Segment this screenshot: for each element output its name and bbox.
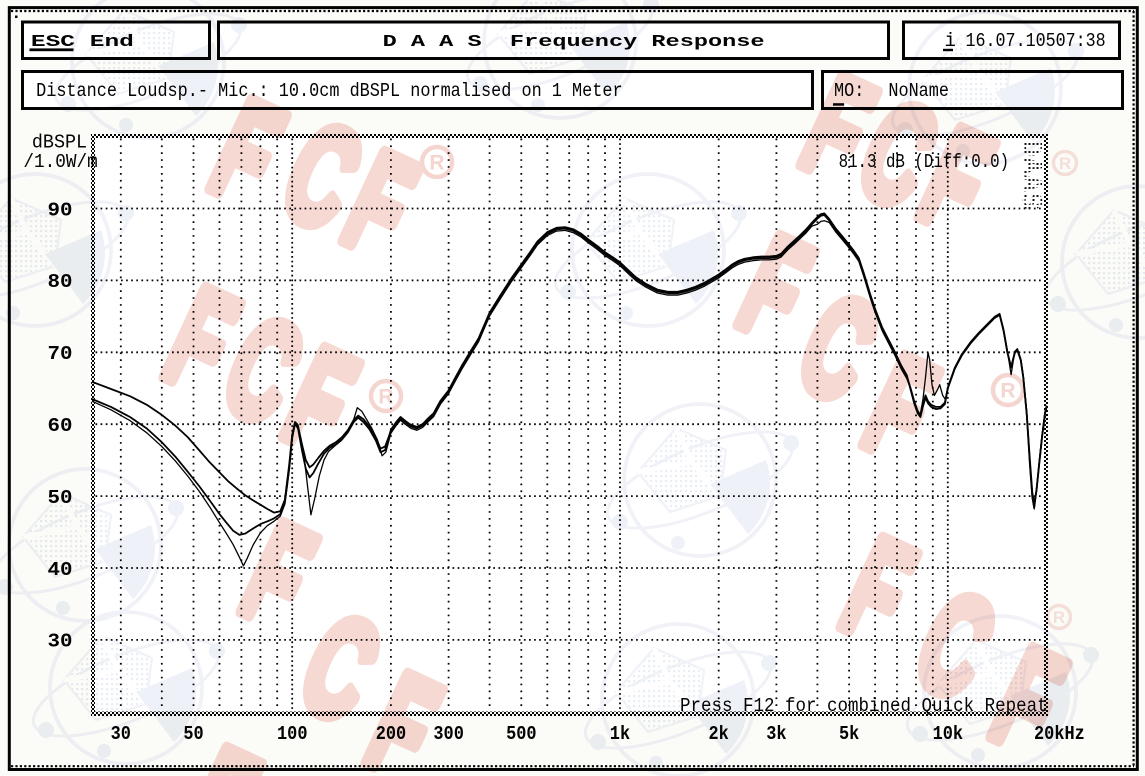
svg-text:/1.0W/m: /1.0W/m — [23, 151, 97, 173]
svg-text:dBSPL: dBSPL — [32, 132, 87, 154]
svg-text:70: 70 — [48, 343, 73, 365]
svg-text:300: 300 — [433, 723, 464, 745]
svg-text:30: 30 — [48, 631, 73, 653]
svg-text:3k: 3k — [766, 723, 786, 745]
svg-text:i: i — [945, 30, 956, 52]
svg-text:5k: 5k — [839, 723, 859, 745]
svg-text:30: 30 — [111, 723, 131, 745]
svg-text:200: 200 — [376, 723, 407, 745]
svg-text:MO:: MO: — [834, 80, 864, 102]
svg-text:500: 500 — [506, 723, 536, 745]
svg-text:60: 60 — [48, 415, 73, 437]
svg-text:100: 100 — [277, 723, 308, 745]
